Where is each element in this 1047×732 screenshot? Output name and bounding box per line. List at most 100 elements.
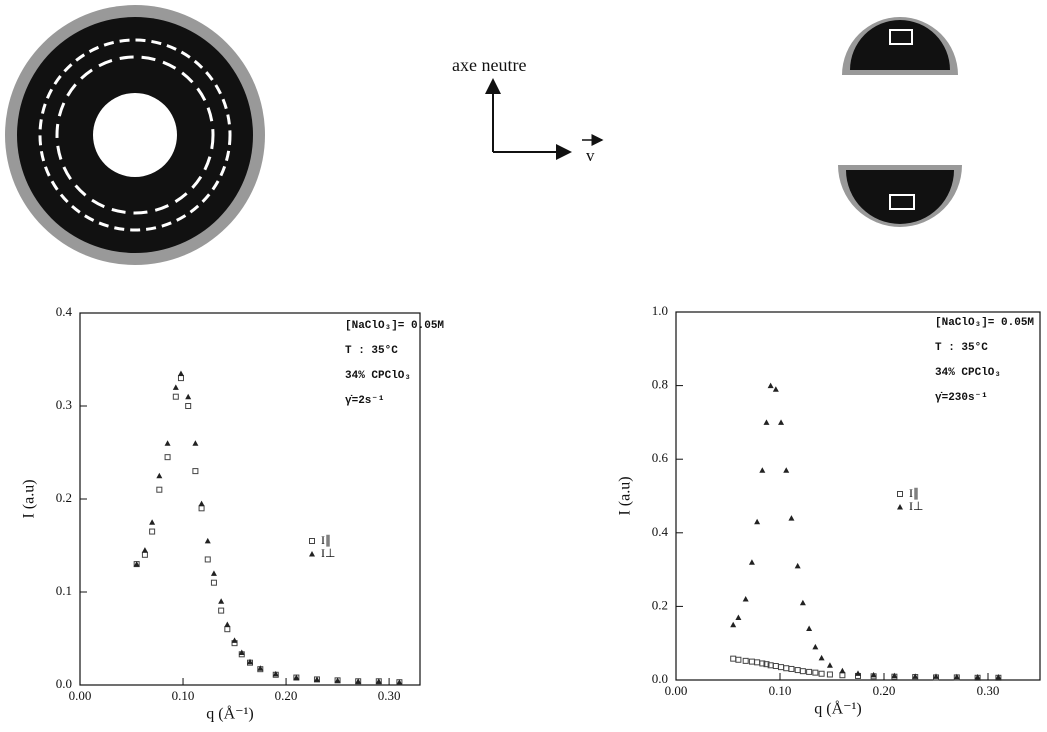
vector-label: v xyxy=(586,146,595,165)
data-point xyxy=(763,419,770,425)
data-point xyxy=(355,678,362,684)
y-axis-label: I (a.u) xyxy=(21,479,38,518)
data-point xyxy=(995,674,1002,680)
data-point xyxy=(231,637,238,643)
data-point xyxy=(164,454,171,461)
data-point xyxy=(141,551,148,558)
data-point xyxy=(198,500,205,507)
legend-label: I∥ xyxy=(321,533,331,547)
data-point xyxy=(224,626,231,633)
data-point xyxy=(778,419,785,425)
data-point xyxy=(313,676,320,682)
data-point xyxy=(210,570,217,576)
data-point xyxy=(172,384,179,390)
y-tick-label: 0.2 xyxy=(56,490,72,505)
data-point xyxy=(826,662,833,668)
data-point xyxy=(748,559,755,565)
data-point xyxy=(177,370,184,376)
data-point xyxy=(309,551,315,557)
x-axis-label: q (Å⁻¹) xyxy=(814,700,861,718)
x-tick-label: 0.30 xyxy=(977,683,1000,698)
data-point xyxy=(748,658,755,665)
annotation: γ̇=230s⁻¹ xyxy=(935,392,988,404)
y-tick-label: 0.6 xyxy=(652,450,669,465)
data-point xyxy=(375,678,382,684)
data-point xyxy=(735,614,742,620)
data-point xyxy=(156,472,163,479)
x-tick-label: 0.10 xyxy=(769,683,792,698)
plot-frame xyxy=(79,312,421,686)
data-point xyxy=(257,665,264,671)
data-point xyxy=(164,440,171,446)
data-point xyxy=(788,665,795,672)
annotation: [NaClO₃]= 0.05M xyxy=(935,317,1034,329)
data-point xyxy=(783,467,790,473)
annotation: T : 35°C xyxy=(345,345,398,357)
y-tick-label: 0.4 xyxy=(56,304,73,319)
data-point xyxy=(293,674,300,681)
y-tick-label: 0.0 xyxy=(652,671,668,686)
data-point xyxy=(806,625,813,631)
data-point xyxy=(754,518,761,525)
data-point xyxy=(788,515,795,521)
data-point xyxy=(247,658,253,665)
data-point xyxy=(272,670,279,677)
data-point xyxy=(149,528,156,535)
x-tick-label: 0.20 xyxy=(275,688,298,703)
data-point xyxy=(759,660,766,667)
data-point xyxy=(799,599,806,606)
data-point xyxy=(974,674,981,680)
annotation: γ̇=2s⁻¹ xyxy=(345,395,385,407)
data-point xyxy=(818,654,825,661)
data-point xyxy=(794,667,801,674)
data-point xyxy=(309,538,315,544)
data-point xyxy=(204,556,211,563)
axis-label: axe neutre xyxy=(452,55,526,75)
data-point xyxy=(839,667,846,674)
arrows xyxy=(485,78,604,160)
data-point xyxy=(185,403,192,409)
data-point xyxy=(772,386,779,392)
x-tick-label: 0.30 xyxy=(378,688,401,703)
plot-frame xyxy=(675,311,1041,681)
data-point xyxy=(799,668,806,675)
data-point xyxy=(763,661,770,668)
data-point xyxy=(855,670,861,676)
half-disc-patterns xyxy=(838,17,962,227)
data-point xyxy=(156,486,163,493)
data-point xyxy=(806,668,813,675)
data-point xyxy=(953,673,960,680)
data-point xyxy=(730,655,737,662)
data-point xyxy=(870,671,877,678)
x-axis-label: q (Å⁻¹) xyxy=(206,705,253,723)
y-tick-label: 0.2 xyxy=(652,597,668,612)
data-point xyxy=(812,643,819,650)
data-point xyxy=(735,656,742,663)
y-axis-label: I (a.u) xyxy=(617,476,634,515)
y-tick-label: 1.0 xyxy=(652,303,668,318)
data-point xyxy=(141,547,148,553)
data-point xyxy=(818,670,825,677)
data-point xyxy=(759,467,766,473)
annotation: 34% CPClO₃ xyxy=(935,367,1001,379)
data-point xyxy=(192,468,199,475)
legend-label: I⊥ xyxy=(321,546,335,560)
data-point xyxy=(794,562,801,569)
annotation: 34% CPClO₃ xyxy=(345,370,411,382)
data-point xyxy=(172,393,179,400)
data-point xyxy=(891,672,898,679)
data-point xyxy=(334,677,341,683)
y-tick-label: 0.0 xyxy=(56,676,72,691)
data-point xyxy=(778,664,785,671)
data-point xyxy=(897,491,903,497)
data-point xyxy=(133,561,140,567)
data-point xyxy=(192,440,199,446)
x-tick-label: 0.00 xyxy=(69,688,92,703)
y-tick-label: 0.8 xyxy=(652,377,668,392)
data-point xyxy=(218,598,225,604)
data-point xyxy=(396,679,403,685)
legend-label: I⊥ xyxy=(909,499,923,513)
data-point xyxy=(730,621,737,628)
annotation: [NaClO₃]= 0.05M xyxy=(345,320,444,332)
